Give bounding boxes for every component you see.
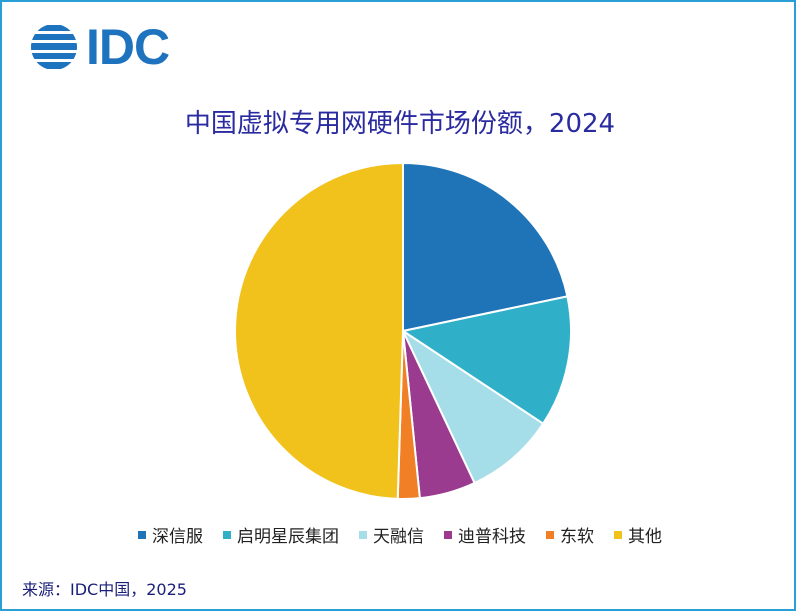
legend-label: 其他 bbox=[628, 527, 662, 547]
legend-item-4: 迪普科技 bbox=[444, 522, 526, 547]
chart-legend: 深信服 启明星辰集团 天融信 迪普科技 东软 其他 bbox=[0, 522, 800, 547]
pie-slice-2 bbox=[400, 295, 572, 426]
legend-label: 东软 bbox=[560, 527, 594, 547]
legend-swatch bbox=[444, 530, 452, 539]
legend-item-6: 其他 bbox=[614, 522, 662, 547]
legend-item-1: 深信服 bbox=[138, 522, 203, 547]
legend-item-2: 启明星辰集团 bbox=[223, 522, 339, 547]
idc-logo: IDC bbox=[30, 19, 170, 75]
globe-icon bbox=[31, 25, 77, 69]
legend-swatch bbox=[138, 530, 146, 539]
logo-text: IDC bbox=[86, 19, 170, 75]
legend-label: 天融信 bbox=[373, 527, 424, 547]
legend-swatch bbox=[223, 530, 231, 539]
source-note: 来源：IDC中国，2025 bbox=[22, 580, 187, 599]
legend-item-5: 东软 bbox=[546, 522, 594, 547]
legend-swatch bbox=[546, 530, 554, 539]
chart-title: 中国虚拟专用网硬件市场份额，2024 bbox=[184, 109, 616, 139]
pie-slice-6 bbox=[234, 161, 404, 500]
legend-label: 启明星辰集团 bbox=[237, 527, 339, 547]
pie-slice-1 bbox=[402, 161, 569, 333]
legend-label: 深信服 bbox=[152, 527, 203, 547]
legend-swatch bbox=[614, 530, 622, 539]
legend-item-3: 天融信 bbox=[359, 522, 424, 547]
legend-label: 迪普科技 bbox=[458, 527, 526, 547]
legend-swatch bbox=[359, 530, 367, 539]
pie-slice-3 bbox=[400, 328, 545, 485]
